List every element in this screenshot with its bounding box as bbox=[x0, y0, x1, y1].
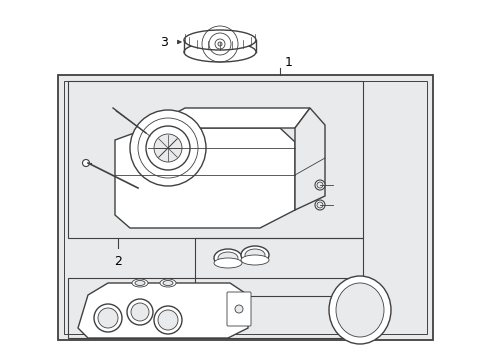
Circle shape bbox=[154, 134, 182, 162]
Circle shape bbox=[146, 126, 190, 170]
Ellipse shape bbox=[241, 255, 269, 265]
Polygon shape bbox=[78, 283, 248, 338]
Text: 2: 2 bbox=[114, 255, 122, 268]
Polygon shape bbox=[148, 108, 310, 128]
Circle shape bbox=[127, 299, 153, 325]
FancyBboxPatch shape bbox=[227, 292, 251, 326]
Ellipse shape bbox=[135, 280, 145, 285]
Ellipse shape bbox=[245, 249, 265, 261]
Ellipse shape bbox=[329, 276, 391, 344]
Ellipse shape bbox=[214, 258, 242, 268]
Circle shape bbox=[130, 110, 206, 186]
Ellipse shape bbox=[160, 279, 176, 287]
Ellipse shape bbox=[218, 252, 238, 264]
Bar bbox=[68, 81, 363, 238]
Circle shape bbox=[98, 308, 118, 328]
Bar bbox=[68, 278, 368, 338]
Ellipse shape bbox=[132, 279, 148, 287]
Circle shape bbox=[315, 180, 325, 190]
Circle shape bbox=[158, 310, 178, 330]
Ellipse shape bbox=[336, 283, 384, 337]
Ellipse shape bbox=[184, 30, 256, 50]
Bar bbox=[58, 75, 433, 340]
Text: 1: 1 bbox=[285, 55, 293, 68]
Circle shape bbox=[138, 118, 198, 178]
Circle shape bbox=[94, 304, 122, 332]
Polygon shape bbox=[115, 128, 295, 228]
Ellipse shape bbox=[163, 280, 173, 285]
Circle shape bbox=[235, 305, 243, 313]
Circle shape bbox=[315, 200, 325, 210]
Circle shape bbox=[317, 202, 323, 208]
Circle shape bbox=[82, 159, 90, 166]
Polygon shape bbox=[295, 108, 325, 210]
Circle shape bbox=[317, 182, 323, 188]
Bar bbox=[195, 238, 363, 296]
Circle shape bbox=[131, 303, 149, 321]
Circle shape bbox=[218, 42, 222, 46]
Bar bbox=[64, 81, 427, 334]
Circle shape bbox=[154, 306, 182, 334]
Text: 3: 3 bbox=[160, 36, 168, 49]
Ellipse shape bbox=[214, 249, 242, 267]
Ellipse shape bbox=[184, 42, 256, 62]
Ellipse shape bbox=[241, 246, 269, 264]
